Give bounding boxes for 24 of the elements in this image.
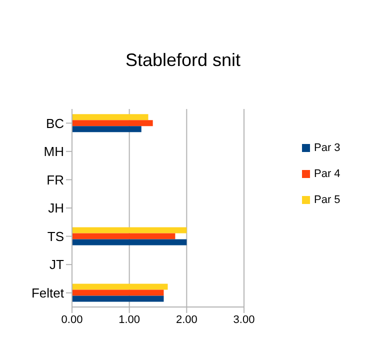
y-tick-label: MH [44,144,64,160]
y-tick-label: JT [50,257,64,272]
legend-label: Par 5 [314,194,340,206]
x-tick-label: 1.00 [118,314,140,326]
bar [72,233,176,240]
legend-label: Par 4 [314,168,340,180]
y-tick-label: TS [47,228,64,244]
x-tick-label: 3.00 [233,314,255,326]
bar [72,239,187,246]
x-tick-label: 0.00 [61,314,83,326]
y-tick-label: JH [48,200,64,216]
x-tick-label: 2.00 [176,314,198,326]
chart-title: Stableford snit [124,50,242,71]
bar [72,227,187,234]
bar [72,114,148,120]
bar [72,126,142,132]
bar [72,120,153,126]
bar [72,290,164,296]
y-tick-label: FR [46,172,64,188]
bar [72,296,164,302]
y-tick-label: BC [46,116,64,131]
legend-label: Par 3 [314,142,340,154]
bar [72,284,168,290]
y-tick-label: Feltet [31,285,64,300]
